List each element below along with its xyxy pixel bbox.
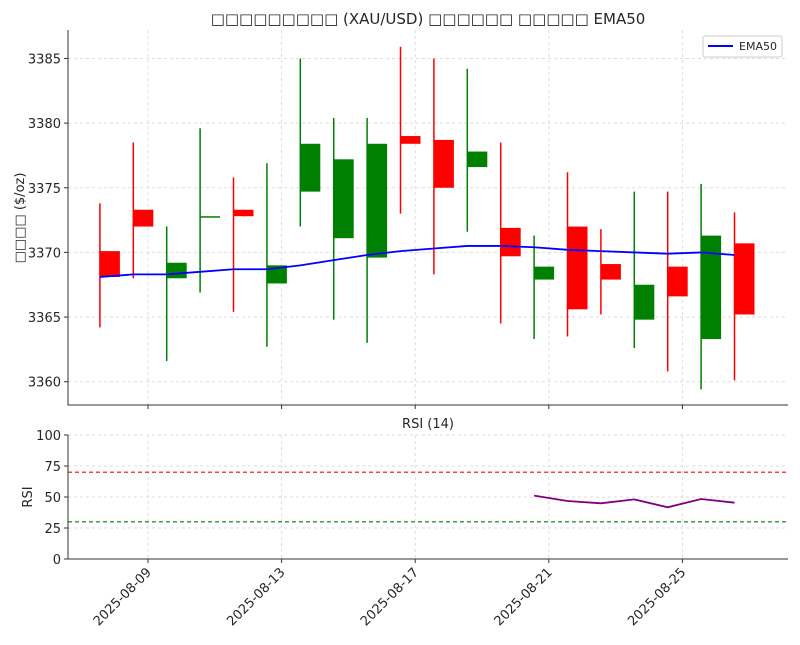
candle-body-up — [200, 216, 221, 218]
rsi-title: RSI (14) — [402, 417, 454, 432]
rsi-axes — [67, 435, 788, 560]
y-tick-label: 3380 — [28, 117, 61, 132]
x-tick-label: 2025-08-09 — [91, 565, 155, 629]
rsi-line — [533, 494, 735, 509]
rsi-y-tick-label: 0 — [53, 553, 61, 568]
candle-body-down — [99, 251, 120, 277]
price-axes — [67, 30, 788, 406]
candle-body-down — [600, 264, 621, 280]
candle-body-down — [133, 209, 154, 227]
y-tick-label: 3360 — [28, 376, 61, 391]
rsi-y-axis-label: RSI — [21, 486, 36, 507]
candle-body-up — [266, 265, 287, 284]
candle-body-up — [166, 262, 187, 279]
x-tick-label: 2025-08-13 — [224, 565, 288, 629]
chart-title: □□□□□□□□□ (XAU/USD) □□□□□□ □□□□□ EMA50 — [211, 10, 646, 28]
candle-body-down — [400, 136, 421, 144]
candle-body-down — [734, 243, 755, 315]
candle-body-up — [701, 235, 722, 340]
candle-body-up — [634, 284, 655, 320]
legend-ema-label: EMA50 — [739, 40, 777, 53]
x-tick-label: 2025-08-17 — [358, 565, 422, 629]
candle-body-down — [567, 226, 588, 310]
rsi-y-tick-label: 100 — [36, 429, 61, 444]
rsi-y-tick-label: 50 — [44, 491, 61, 506]
candle-body-up — [367, 143, 388, 258]
candle-body-up — [467, 151, 488, 168]
x-tick-label: 2025-08-21 — [492, 565, 556, 629]
x-tick-label: 2025-08-25 — [625, 565, 689, 629]
ema50-line — [99, 245, 735, 278]
candle-body-up — [534, 266, 555, 280]
y-tick-label: 3365 — [28, 311, 61, 326]
candle-body-down — [500, 227, 521, 257]
rsi-y-tick-label: 75 — [44, 460, 61, 475]
candle-body-down — [233, 209, 254, 217]
rsi-plot: 0 25 50 75 100 2025-08-09 2025-08-13 2025-08-17… — [36, 429, 788, 629]
y-axis-label: □□□□ ($/oz) — [13, 173, 28, 264]
candle-body-down — [433, 139, 454, 188]
y-tick-label: 3375 — [28, 182, 61, 197]
y-tick-label: 3385 — [28, 52, 61, 67]
candle-body-down — [667, 266, 688, 297]
price-plot: 3360 3365 3370 3375 3380 3385 — [28, 30, 788, 409]
y-tick-label: 3370 — [28, 246, 61, 261]
rsi-y-tick-label: 25 — [44, 522, 61, 537]
candle-body-up — [300, 143, 321, 192]
candle-body-up — [333, 159, 354, 239]
legend: EMA50 — [702, 35, 783, 58]
